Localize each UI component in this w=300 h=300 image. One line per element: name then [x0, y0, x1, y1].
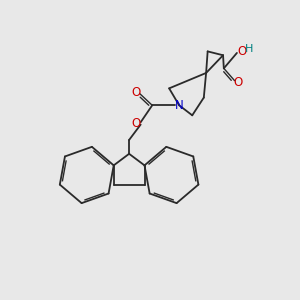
Text: N: N	[175, 99, 184, 112]
Text: O: O	[131, 117, 141, 130]
Text: O: O	[131, 86, 141, 100]
Text: H: H	[245, 44, 254, 54]
Text: O: O	[237, 45, 246, 58]
Text: O: O	[234, 76, 243, 89]
